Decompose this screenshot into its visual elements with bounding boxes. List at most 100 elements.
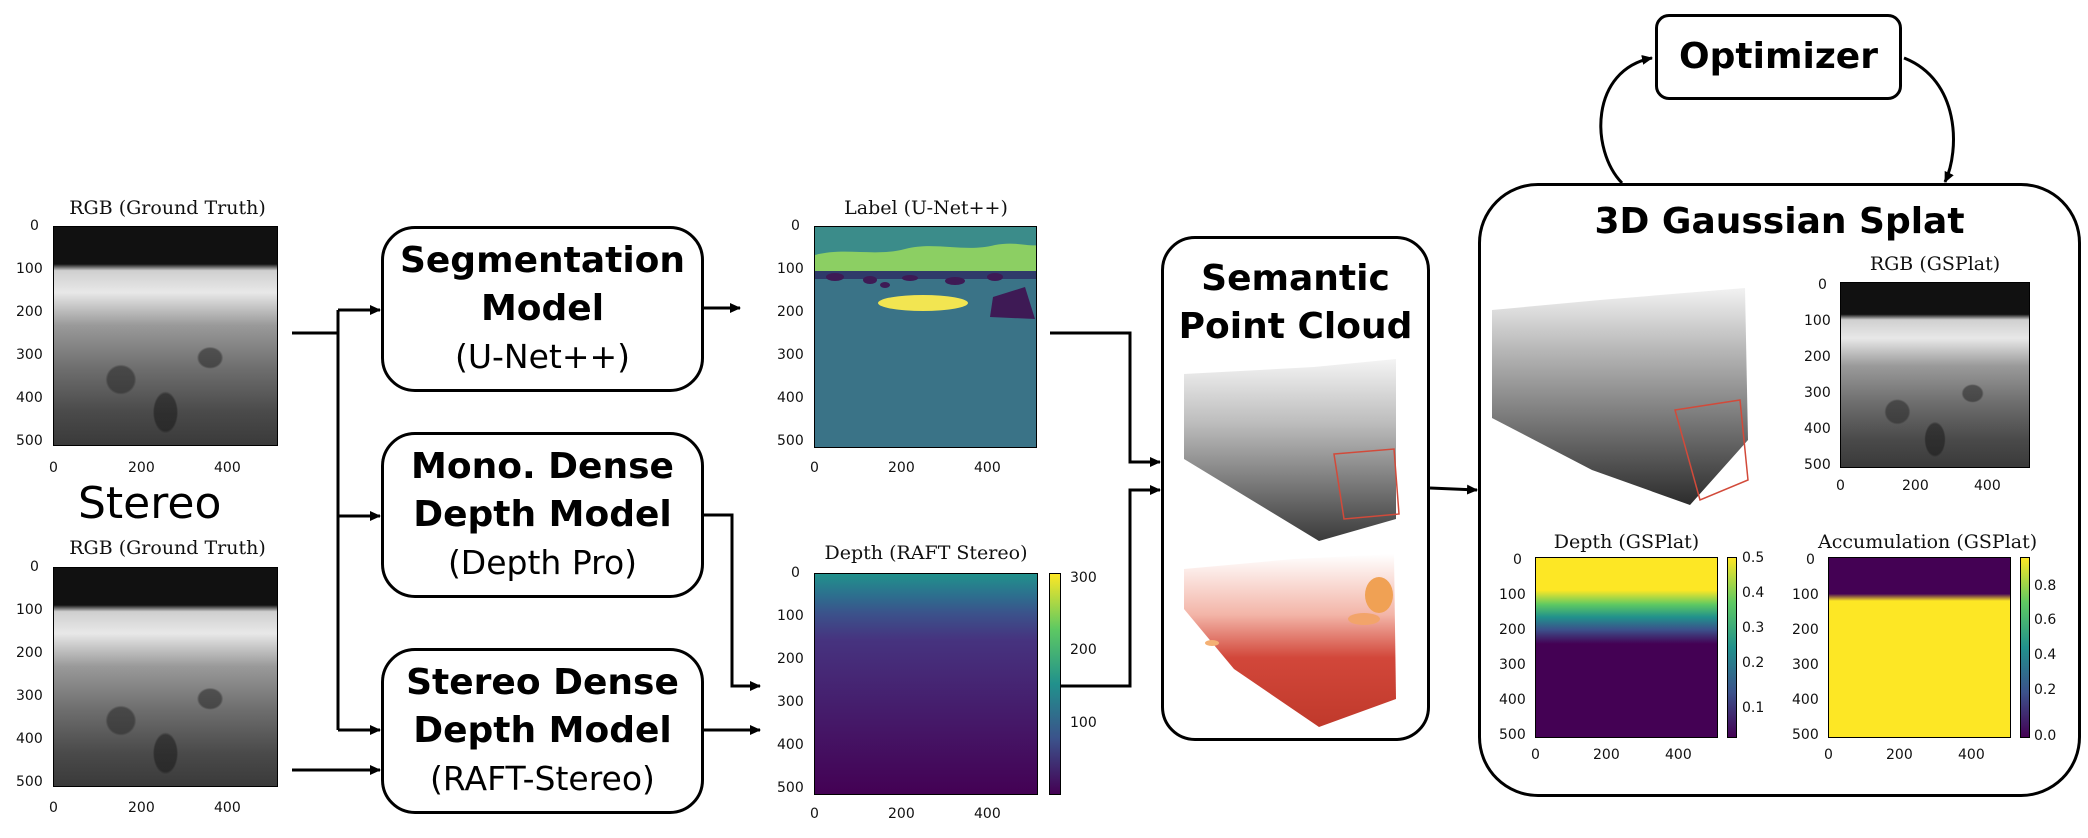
x-tick: 200: [888, 806, 915, 822]
cbar-tick: 0.2: [1742, 655, 1765, 671]
y-tick: 500: [1792, 727, 1819, 743]
segmentation-line1: Segmentation: [399, 240, 686, 281]
y-tick: 200: [1792, 622, 1819, 638]
input-top-image: [53, 226, 278, 446]
label-image: [814, 226, 1037, 448]
y-tick: 100: [16, 261, 43, 277]
y-tick: 400: [1804, 421, 1831, 437]
y-tick: 0: [791, 218, 800, 234]
y-tick: 400: [1499, 692, 1526, 708]
y-tick: 100: [16, 602, 43, 618]
y-tick: 100: [1792, 587, 1819, 603]
x-tick: 200: [1593, 747, 1620, 763]
y-tick: 300: [1792, 657, 1819, 673]
cbar-tick: 0.3: [1742, 620, 1765, 636]
y-tick: 100: [1804, 313, 1831, 329]
mono-line3: (Depth Pro): [447, 543, 638, 582]
y-tick: 400: [16, 731, 43, 747]
y-tick: 300: [1499, 657, 1526, 673]
point-cloud-title-2: Point Cloud: [1178, 306, 1413, 347]
input-bottom-title: RGB (Ground Truth): [69, 537, 266, 559]
y-tick: 0: [1818, 277, 1827, 293]
label-segments: [815, 227, 1036, 319]
arrow-mono-to-depth: [703, 513, 761, 691]
splat-title: 3D Gaussian Splat: [1594, 201, 1965, 242]
gsplat-accum-image: [1828, 557, 2011, 738]
gsplat-depth-title: Depth (GSPlat): [1553, 531, 1700, 553]
point-cloud-title-1: Semantic: [1201, 258, 1390, 299]
optimizer-label: Optimizer: [1679, 36, 1878, 77]
x-tick: 400: [1974, 478, 2001, 494]
depth-title: Depth (RAFT Stereo): [824, 542, 1028, 564]
x-tick: 200: [1886, 747, 1913, 763]
x-tick: 400: [214, 460, 241, 476]
arrow-splat-to-optimizer: [1599, 55, 1653, 185]
y-tick: 0: [791, 565, 800, 581]
stereo-line3: (RAFT-Stereo): [430, 759, 655, 798]
x-tick: 0: [49, 800, 58, 816]
y-tick: 500: [1499, 727, 1526, 743]
x-tick: 200: [128, 460, 155, 476]
x-tick: 200: [128, 800, 155, 816]
gsplat-depth-image: [1535, 557, 1718, 738]
cbar-tick: 300: [1070, 570, 1097, 586]
y-tick: 200: [1804, 349, 1831, 365]
cbar-tick: 0.6: [2034, 612, 2057, 628]
y-tick: 400: [777, 737, 804, 753]
cbar-tick: 0.4: [1742, 585, 1765, 601]
y-tick: 500: [777, 433, 804, 449]
semantic-point-cloud-box: Semantic Point Cloud: [1161, 236, 1430, 741]
label-title: Label (U-Net++): [844, 197, 1008, 219]
gsplat-depth-colorbar: [1727, 557, 1737, 738]
y-tick: 200: [1499, 622, 1526, 638]
cbar-tick: 0.5: [1742, 550, 1765, 566]
point-cloud-renders: [1184, 359, 1400, 727]
cbar-tick: 200: [1070, 642, 1097, 658]
y-tick: 400: [1792, 692, 1819, 708]
arrow-depth-to-cloud: [1050, 485, 1161, 688]
x-tick: 400: [974, 806, 1001, 822]
y-tick: 0: [1513, 552, 1522, 568]
arrow-cloud-to-splat: [1429, 484, 1478, 495]
optimizer-box: Optimizer: [1655, 14, 1902, 100]
x-tick: 200: [1902, 478, 1929, 494]
y-tick: 500: [777, 780, 804, 796]
y-tick: 300: [777, 347, 804, 363]
y-tick: 0: [1806, 552, 1815, 568]
x-tick: 0: [810, 806, 819, 822]
stereo-depth-model-box: Stereo Dense Depth Model (RAFT-Stereo): [381, 648, 704, 814]
y-tick: 500: [1804, 457, 1831, 473]
y-tick: 400: [16, 390, 43, 406]
x-tick: 0: [1836, 478, 1845, 494]
y-tick: 300: [16, 688, 43, 704]
stereo-label: Stereo: [78, 478, 222, 529]
x-tick: 400: [214, 800, 241, 816]
mono-line2: Depth Model: [413, 494, 672, 535]
x-tick: 400: [1958, 747, 1985, 763]
y-tick: 500: [16, 774, 43, 790]
gsplat-rgb-title: RGB (GSPlat): [1869, 253, 2001, 275]
input-top-title: RGB (Ground Truth): [69, 197, 266, 219]
x-tick: 0: [49, 460, 58, 476]
y-tick: 100: [777, 608, 804, 624]
arrow-label-to-cloud: [1050, 331, 1161, 467]
cbar-tick: 0.0: [2034, 728, 2057, 744]
y-tick: 400: [777, 390, 804, 406]
y-tick: 300: [1804, 385, 1831, 401]
segmentation-line3: (U-Net++): [454, 337, 631, 376]
gsplat-rgb-image: [1840, 282, 2030, 468]
y-tick: 0: [30, 218, 39, 234]
stereo-line2: Depth Model: [413, 710, 672, 751]
stereo-line1: Stereo Dense: [406, 662, 679, 703]
cbar-tick: 0.4: [2034, 647, 2057, 663]
input-bottom-image: [53, 567, 278, 787]
cbar-tick: 0.8: [2034, 578, 2057, 594]
segmentation-line2: Model: [480, 288, 605, 329]
cbar-tick: 0.2: [2034, 682, 2057, 698]
cbar-tick: 100: [1070, 715, 1097, 731]
x-tick: 400: [1665, 747, 1692, 763]
y-tick: 300: [777, 694, 804, 710]
arrow-optimizer-to-splat: [1903, 56, 1955, 183]
x-tick: 0: [810, 460, 819, 476]
